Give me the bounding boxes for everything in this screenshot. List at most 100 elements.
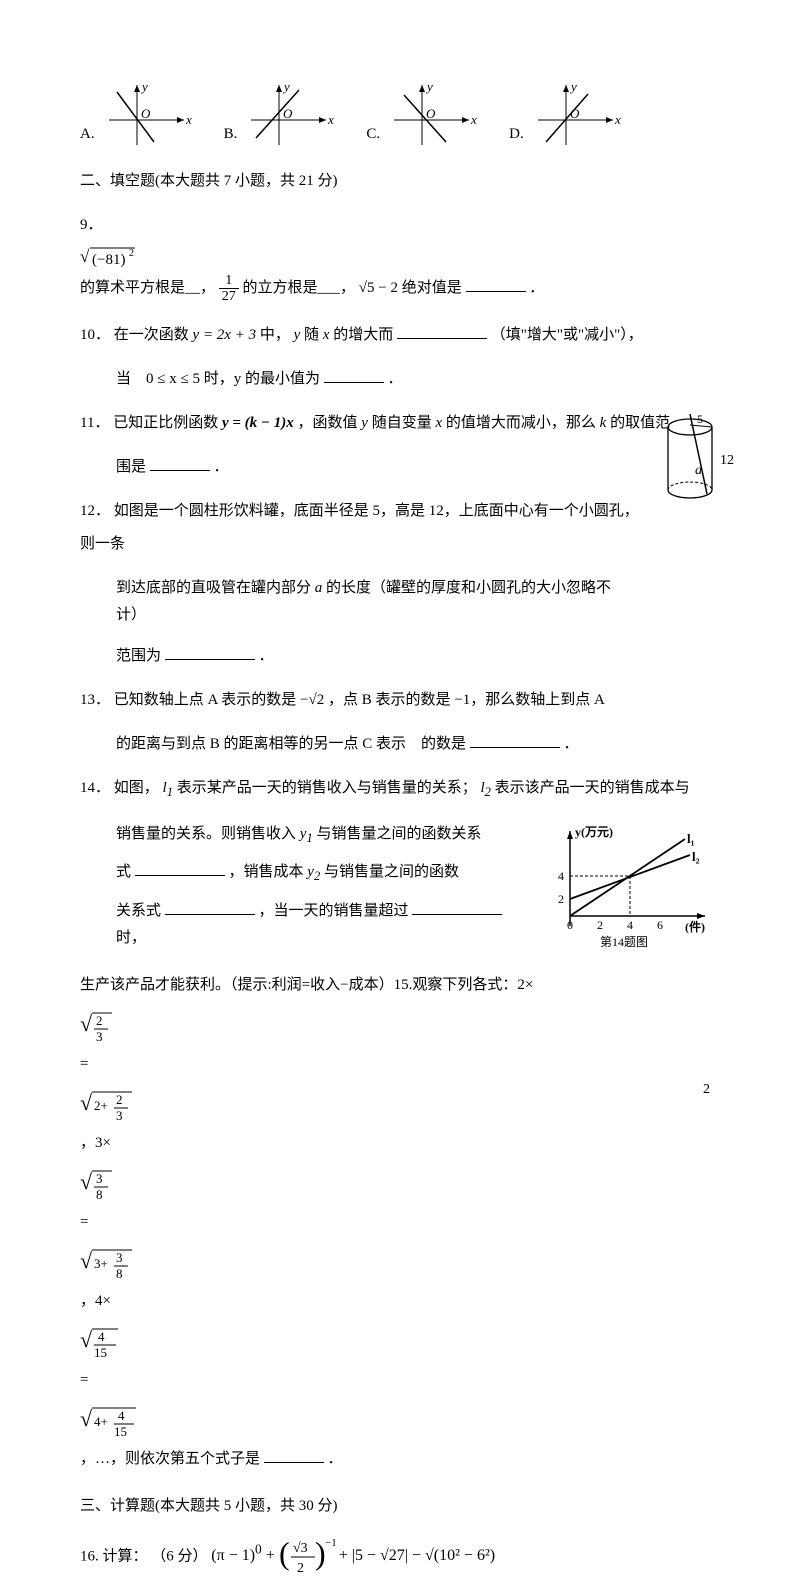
svg-text:2: 2	[558, 892, 564, 906]
svg-text:2: 2	[597, 918, 603, 932]
q9-expr2: √5 − 2	[359, 280, 398, 296]
q13-t4: ．	[564, 736, 579, 752]
q15-e2: √38 = √3+38	[80, 1163, 720, 1282]
svg-text:4: 4	[558, 869, 564, 883]
q11-blank	[150, 456, 210, 471]
q11-t6: 围是	[116, 459, 146, 475]
graph-label-d: D.	[509, 121, 524, 148]
svg-text:2: 2	[96, 1013, 103, 1028]
q12-t1: 如图是一个圆柱形饮料罐，底面半径是 5，高是 12，上底面中心有一个小圆孔，则一…	[80, 503, 639, 552]
graph-a-svg: x y O	[99, 80, 194, 150]
question-15: 生产该产品才能获利。（提示:利润=收入−成本）15.观察下列各式：2× √23 …	[80, 966, 720, 1479]
svg-text:y: y	[282, 80, 290, 94]
svg-text:4: 4	[98, 1329, 105, 1344]
q15-t1: 生产该产品才能获利。（提示:利润=收入−成本）15.观察下列各式：2×	[80, 977, 533, 993]
q10-t6: ．	[387, 371, 402, 387]
svg-text:O: O	[426, 106, 436, 121]
q12-t5: ．	[259, 648, 274, 664]
svg-text:4: 4	[118, 1408, 125, 1423]
q14-l1: l1	[163, 780, 173, 796]
q9-t1: 的算术平方根是__，	[80, 280, 215, 296]
svg-text:3: 3	[116, 1108, 123, 1123]
q11-t2: ，函数值	[298, 415, 362, 431]
svg-text:O: O	[141, 106, 151, 121]
svg-text:(: (	[279, 1535, 290, 1571]
svg-text:x: x	[614, 112, 621, 127]
q14-t1: 如图，	[114, 780, 159, 796]
question-12-line2: 到达底部的直吸管在罐内部分 a 的长度（罐壁的厚度和小圆孔的大小忽略不计）	[116, 575, 720, 629]
svg-text:12: 12	[720, 453, 734, 468]
svg-text:4: 4	[627, 918, 633, 932]
q10-blank2	[324, 368, 384, 383]
q13-sqrt: −√2	[300, 692, 324, 708]
q9-blank	[466, 277, 526, 292]
svg-text:y: y	[140, 80, 148, 94]
q15-t3: ，4×	[80, 1293, 111, 1309]
svg-text:√3: √3	[293, 1541, 308, 1556]
question-10-line2: 当 0 ≤ x ≤ 5 时，y 的最小值为 ．	[116, 366, 720, 393]
q10-x: x	[323, 327, 330, 343]
svg-text:√: √	[80, 1090, 93, 1115]
q11-t1: 已知正比例函数	[113, 415, 222, 431]
svg-text:第14题图: 第14题图	[600, 935, 648, 949]
graph-c-svg: x y O	[384, 80, 479, 150]
q12-a: a	[315, 580, 323, 596]
svg-text:x: x	[185, 112, 192, 127]
graph-a: A. x y O	[80, 80, 194, 150]
q14-t6: 式	[116, 864, 131, 880]
graph-c: C. x y O	[366, 80, 479, 150]
q14-y2: y2	[307, 864, 320, 880]
graph-d-svg: x y O	[528, 80, 623, 150]
section-3-title: 三、计算题(本大题共 5 小题，共 30 分)	[80, 1493, 720, 1520]
q16-pts: （6 分）	[151, 1548, 207, 1564]
q13-prefix: 13．	[80, 692, 110, 708]
graph-d: D. x y O	[509, 80, 623, 150]
svg-text:l₁: l₁	[687, 831, 695, 846]
svg-text:3: 3	[96, 1029, 103, 1044]
q14-t11: 时，	[116, 930, 146, 946]
q10-t5: 当 0 ≤ x ≤ 5 时，y 的最小值为	[116, 371, 320, 387]
q15-e3: √415 = √4+415	[80, 1321, 720, 1440]
q13-t1: 已知数轴上点 A 表示的数是	[114, 692, 300, 708]
question-12: 12． 如图是一个圆柱形饮料罐，底面半径是 5，高是 12，上底面中心有一个小圆…	[80, 495, 720, 561]
q10-t4: 的增大而	[333, 327, 393, 343]
q14-blank2	[165, 900, 255, 915]
q14-t2: 表示某产品一天的销售收入与销售量的关系；	[177, 780, 477, 796]
q14-t10: ，当一天的销售量超过	[259, 903, 409, 919]
q14-blank3	[412, 900, 502, 915]
q11-eq: y = (k − 1)x	[222, 415, 294, 431]
svg-text:x: x	[327, 112, 334, 127]
q13-t2: ，点 B 表示的数是 −1，那么数轴上到点 A	[328, 692, 605, 708]
graph-choices-row: A. x y O B. x y O C.	[80, 80, 720, 150]
q15-t2: ，3×	[80, 1135, 111, 1151]
q14-t5: 与销售量之间的函数关系	[316, 826, 481, 842]
svg-text:x: x	[470, 112, 477, 127]
q12-t2: 到达底部的直吸管在罐内部分	[116, 580, 315, 596]
svg-text:5: 5	[697, 412, 703, 426]
q11-y: y	[361, 415, 368, 431]
question-10: 10． 在一次函数 y = 2x + 3 中， y 随 x 的增大而 （填"增大…	[80, 319, 720, 352]
svg-text:4+: 4+	[94, 1414, 108, 1429]
svg-text:√: √	[80, 1327, 93, 1352]
svg-text:2: 2	[129, 248, 134, 259]
q9-frac: 127	[219, 273, 239, 305]
svg-text:2+: 2+	[94, 1098, 108, 1113]
question-13-line2: 的距离与到点 B 的距离相等的另一点 C 表示 的数是 ．	[116, 731, 720, 758]
svg-text:(−81): (−81)	[92, 252, 125, 268]
q11-x: x	[435, 415, 442, 431]
q14-t3: 表示该产品一天的销售成本与	[495, 780, 690, 796]
question-14-body: 销售量的关系。则销售收入 y1 与销售量之间的函数关系 式 ，销售成本 y2 与…	[116, 821, 720, 952]
graph-label-a: A.	[80, 121, 95, 148]
question-13: 13． 已知数轴上点 A 表示的数是 −√2 ，点 B 表示的数是 −1，那么数…	[80, 684, 720, 717]
svg-text:15: 15	[114, 1424, 127, 1439]
q11-prefix: 11．	[80, 415, 109, 431]
svg-text:l₂: l₂	[692, 849, 700, 864]
page-number: 2	[703, 1077, 710, 1102]
q10-hint: （填"增大"或"减小"），	[491, 327, 643, 343]
section-2-title: 二、填空题(本大题共 7 小题，共 21 分)	[80, 168, 720, 195]
q15-t5: ．	[328, 1451, 343, 1467]
q14-t9: 关系式	[116, 903, 161, 919]
q10-y: y	[294, 327, 301, 343]
svg-text:y: y	[569, 80, 577, 94]
q15-t4: ，…，则依次第五个式子是	[80, 1451, 260, 1467]
